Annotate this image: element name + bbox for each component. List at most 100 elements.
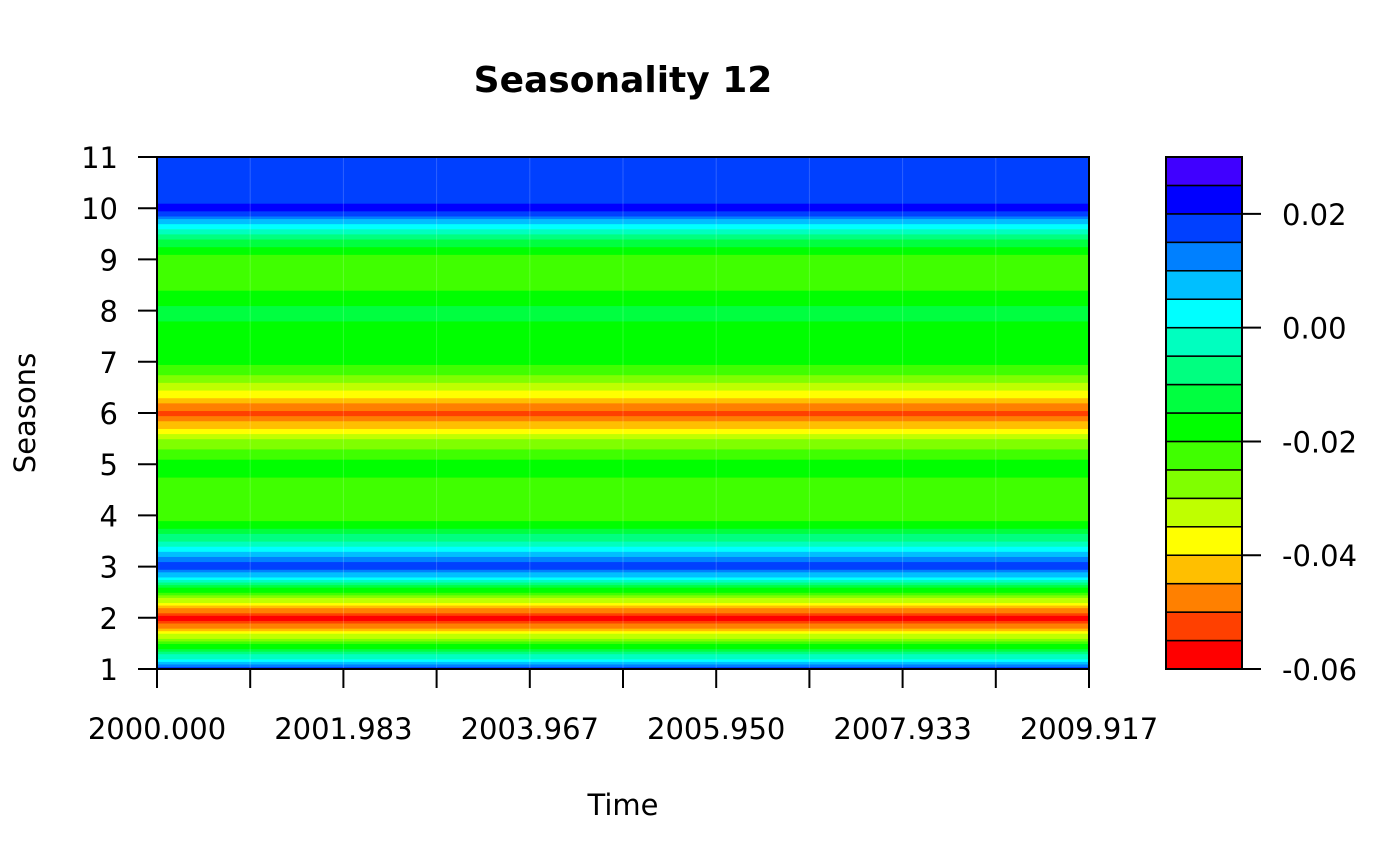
heatmap-cell bbox=[157, 190, 1089, 194]
heatmap-cell bbox=[157, 377, 1089, 381]
y-tick-label: 4 bbox=[100, 499, 118, 533]
heatmap-cell bbox=[157, 443, 1089, 447]
heatmap-cell bbox=[157, 494, 1089, 499]
heatmap-cell bbox=[157, 159, 1089, 163]
heatmap-cell bbox=[157, 425, 1089, 429]
x-tick-label: 2007.933 bbox=[833, 712, 971, 746]
heatmap-cell bbox=[157, 420, 1089, 424]
heatmap-cell bbox=[157, 433, 1089, 437]
y-tick-label: 7 bbox=[100, 346, 118, 380]
heatmap-cell bbox=[157, 292, 1089, 296]
heatmap-cell bbox=[157, 174, 1089, 179]
heatmap-cell bbox=[157, 507, 1089, 511]
x-tick-label: 2003.967 bbox=[461, 712, 599, 746]
heatmap-cell bbox=[157, 405, 1089, 409]
heatmap-cell bbox=[157, 625, 1089, 629]
heatmap-cell bbox=[157, 410, 1089, 414]
colorbar-swatch bbox=[1165, 554, 1243, 585]
heatmap-cell bbox=[157, 648, 1089, 652]
heatmap-cell bbox=[157, 172, 1089, 176]
heatmap-cell bbox=[157, 338, 1089, 342]
x-tick-label: 2009.917 bbox=[1020, 712, 1158, 746]
heatmap-cell bbox=[157, 645, 1089, 650]
heatmap-cell bbox=[157, 464, 1089, 468]
heatmap-cell bbox=[157, 479, 1089, 483]
heatmap-cell bbox=[157, 328, 1089, 332]
heatmap-cell bbox=[157, 323, 1089, 327]
heatmap-cell bbox=[157, 510, 1089, 514]
x-tick-label: 2001.983 bbox=[274, 712, 412, 746]
heatmap-cell bbox=[157, 548, 1089, 552]
heatmap-cell bbox=[157, 361, 1089, 365]
heatmap-cell bbox=[157, 354, 1089, 358]
heatmap-cell bbox=[157, 663, 1089, 668]
heatmap-cell bbox=[157, 285, 1089, 289]
heatmap-cell bbox=[157, 343, 1089, 348]
heatmap-cell bbox=[157, 244, 1089, 248]
heatmap-cell bbox=[157, 640, 1089, 644]
heatmap-cell bbox=[157, 446, 1089, 450]
heatmap-cell bbox=[157, 500, 1089, 504]
heatmap-cell bbox=[157, 215, 1089, 220]
heatmap-cell bbox=[157, 210, 1089, 214]
heatmap-cell bbox=[157, 382, 1089, 386]
heatmap-cell bbox=[157, 238, 1089, 243]
heatmap-cell bbox=[157, 167, 1089, 171]
heatmap-cell bbox=[157, 389, 1089, 394]
heatmap-cell bbox=[157, 259, 1089, 263]
heatmap-cell bbox=[157, 607, 1089, 611]
heatmap-cell bbox=[157, 290, 1089, 294]
heatmap-cell bbox=[157, 574, 1089, 578]
heatmap-cell bbox=[157, 251, 1089, 255]
heatmap-cell bbox=[157, 423, 1089, 427]
colorbar-swatch bbox=[1165, 383, 1243, 414]
heatmap-cell bbox=[157, 369, 1089, 373]
heatmap-cell bbox=[157, 233, 1089, 237]
heatmap-cell bbox=[157, 402, 1089, 406]
heatmap-cell bbox=[157, 474, 1089, 478]
heatmap-cell bbox=[157, 228, 1089, 232]
heatmap-cell bbox=[157, 277, 1089, 281]
heatmap-cell bbox=[157, 638, 1089, 642]
colorbar-swatch bbox=[1165, 355, 1243, 386]
heatmap-cell bbox=[157, 484, 1089, 488]
heatmap-cell bbox=[157, 297, 1089, 301]
heatmap-cell bbox=[157, 666, 1089, 669]
heatmap-cell bbox=[157, 489, 1089, 493]
colorbar-swatch bbox=[1165, 440, 1243, 471]
heatmap-cell bbox=[157, 584, 1089, 588]
heatmap-cell bbox=[157, 492, 1089, 496]
heatmap-cell bbox=[157, 602, 1089, 606]
heatmap-cell bbox=[157, 502, 1089, 506]
heatmap-cell bbox=[157, 218, 1089, 222]
heatmap-cell bbox=[157, 302, 1089, 307]
heatmap-cell bbox=[157, 453, 1089, 458]
heatmap-cell bbox=[157, 387, 1089, 391]
x-tick-label: 2005.950 bbox=[647, 712, 785, 746]
heatmap-cell bbox=[157, 487, 1089, 491]
heatmap-cell bbox=[157, 333, 1089, 337]
heatmap-cell bbox=[157, 497, 1089, 501]
heatmap-cell bbox=[157, 236, 1089, 240]
heatmap-cell bbox=[157, 617, 1089, 621]
heatmap-cell bbox=[157, 351, 1089, 355]
heatmap-cell bbox=[157, 561, 1089, 565]
heatmap-cell bbox=[157, 643, 1089, 647]
colorbar-swatch bbox=[1165, 241, 1243, 272]
heatmap-cell bbox=[157, 418, 1089, 422]
heatmap-cell bbox=[157, 269, 1089, 273]
colorbar-swatch bbox=[1165, 611, 1243, 642]
heatmap-cell bbox=[157, 384, 1089, 388]
heatmap-cell bbox=[157, 313, 1089, 317]
heatmap-cell bbox=[157, 241, 1089, 245]
heatmap-cell bbox=[157, 223, 1089, 227]
heatmap-cell bbox=[157, 400, 1089, 404]
heatmap-cell bbox=[157, 610, 1089, 614]
heatmap-cell bbox=[157, 576, 1089, 580]
heatmap-cell bbox=[157, 543, 1089, 547]
heatmap-cell bbox=[157, 630, 1089, 634]
heatmap-cell bbox=[157, 195, 1089, 199]
heatmap-cell bbox=[157, 315, 1089, 319]
heatmap-cell bbox=[157, 364, 1089, 368]
y-tick-label: 11 bbox=[81, 141, 118, 175]
